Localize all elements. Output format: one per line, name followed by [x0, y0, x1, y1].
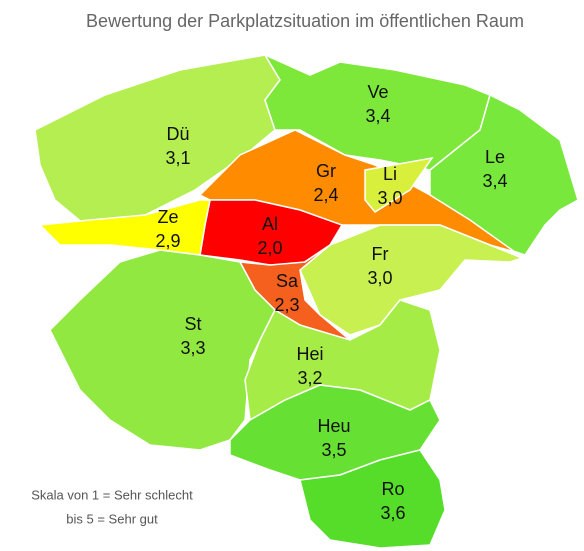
region-value: 3,6: [380, 503, 405, 523]
region-name: St: [184, 314, 201, 334]
region-name: Ze: [157, 207, 178, 227]
region-value: 2,9: [155, 231, 180, 251]
region-name: Ro: [381, 479, 404, 499]
region-name: Le: [485, 147, 505, 167]
region-name: Sa: [276, 271, 299, 291]
region-name: Gr: [316, 161, 336, 181]
region-name: Heu: [317, 416, 350, 436]
scale-note: Skala von 1 = Sehr schlecht: [31, 487, 193, 502]
region-value: 3,5: [321, 440, 346, 460]
region-value: 3,0: [377, 188, 402, 208]
map-title: Bewertung der Parkplatzsituation im öffe…: [86, 11, 524, 31]
region-value: 3,2: [297, 368, 322, 388]
region-value: 3,4: [482, 171, 507, 191]
region-value: 2,3: [274, 295, 299, 315]
region: [49, 249, 276, 451]
region: [299, 449, 446, 549]
region: [429, 93, 579, 256]
region-name: Ve: [367, 82, 388, 102]
region: [364, 156, 434, 213]
region-value: 2,4: [313, 185, 338, 205]
region-name: Li: [383, 164, 397, 184]
region-value: 2,0: [257, 238, 282, 258]
region: [38, 199, 211, 256]
region: [34, 54, 281, 226]
region-name: Dü: [166, 124, 189, 144]
regions: [34, 53, 579, 549]
region-value: 3,0: [367, 268, 392, 288]
scale-note: bis 5 = Sehr gut: [66, 511, 158, 526]
region-name: Hei: [296, 344, 323, 364]
region-name: Fr: [372, 244, 389, 264]
region-name: Al: [262, 214, 278, 234]
region-value: 3,3: [180, 338, 205, 358]
region-value: 3,1: [165, 148, 190, 168]
region-value: 3,4: [365, 106, 390, 126]
labels: Dü 3,1 Ve 3,4 Le 3,4 Gr 2,4 Li 3,0 Al 2,0 Ze 2,9 Fr 3,0…: [155, 82, 507, 523]
region: [229, 384, 441, 481]
